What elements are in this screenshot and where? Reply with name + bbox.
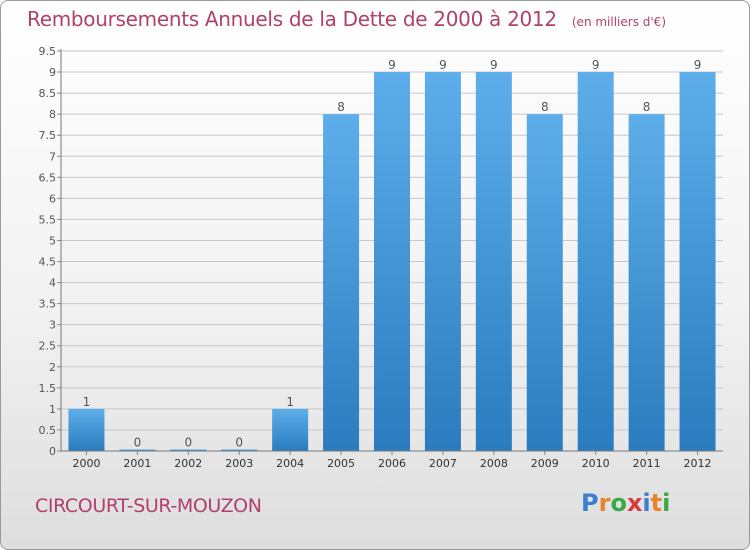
y-tick-label: 0 [49, 445, 56, 458]
x-tick-label: 2003 [225, 457, 253, 470]
bar-value-label: 1 [83, 395, 91, 409]
y-tick-label: 7.5 [39, 129, 57, 142]
y-tick-label: 1 [49, 403, 56, 416]
title-row: Remboursements Annuels de la Dette de 20… [27, 7, 666, 31]
y-tick-label: 0.5 [39, 424, 57, 437]
bar-value-label: 9 [439, 58, 447, 72]
bar-value-label: 1 [286, 395, 294, 409]
x-tick-label: 2000 [72, 457, 100, 470]
place-name: CIRCOURT-SUR-MOUZON [35, 495, 262, 517]
x-tick-label: 2009 [531, 457, 559, 470]
bar-value-label: 9 [592, 58, 600, 72]
y-tick-label: 7 [49, 150, 56, 163]
bar-value-label: 0 [134, 436, 142, 450]
y-tick-label: 6.5 [39, 171, 57, 184]
bars [68, 72, 716, 451]
logo-letter: x [626, 489, 643, 517]
bar-value-label: 9 [694, 58, 702, 72]
bar [272, 408, 309, 451]
bar-value-label: 8 [643, 100, 651, 114]
y-tick-label: 4 [49, 277, 56, 290]
bar [323, 114, 360, 451]
x-tick-label: 2005 [327, 457, 355, 470]
bar [577, 72, 614, 451]
y-tick-label: 5.5 [39, 213, 57, 226]
bar-value-label: 8 [337, 100, 345, 114]
bar [170, 449, 207, 451]
logo-letter: t [650, 489, 663, 517]
y-tick-label: 3 [49, 319, 56, 332]
x-tick-label: 2007 [429, 457, 457, 470]
bar [68, 408, 105, 451]
y-tick-label: 9 [49, 66, 56, 79]
bar [119, 449, 156, 451]
x-tick-label: 2012 [684, 457, 712, 470]
y-tick-label: 9.5 [39, 45, 57, 58]
x-tick-label: 2001 [123, 457, 151, 470]
bar [526, 114, 563, 451]
value-labels: 1 0 0 0 1 8 9 9 9 8 9 8 9 [83, 58, 702, 449]
bar-value-label: 9 [388, 58, 396, 72]
logo-letter: r [598, 489, 611, 517]
y-tick-label: 3.5 [39, 298, 57, 311]
y-tick-label: 2 [49, 361, 56, 374]
x-tick-label: 2002 [174, 457, 202, 470]
bar [679, 72, 716, 451]
bar [374, 72, 410, 451]
proxiti-logo: Proxiti [581, 489, 670, 517]
bar [424, 72, 461, 451]
bar-value-label: 8 [541, 100, 549, 114]
y-axis-ticks: 0 0.5 1 1.5 2 2.5 3 3.5 4 4.5 5 5.5 6 6.5 7 7.5 8 8.5 9 9.5 [39, 45, 61, 458]
x-axis-ticks: 2000 2001 2002 2003 2004 2005 2006 2007 2008 2009… [72, 451, 712, 470]
x-tick-label: 2004 [276, 457, 304, 470]
y-tick-label: 6 [49, 192, 56, 205]
x-tick-label: 2006 [378, 457, 406, 470]
bar-value-label: 0 [235, 436, 243, 450]
bar [628, 114, 665, 451]
logo-letter: i [642, 489, 651, 517]
y-tick-label: 5 [49, 234, 56, 247]
y-tick-label: 8.5 [39, 87, 57, 100]
axes [60, 49, 723, 452]
bar [475, 72, 512, 451]
y-tick-label: 2.5 [39, 340, 57, 353]
x-tick-label: 2010 [582, 457, 610, 470]
x-tick-label: 2008 [480, 457, 508, 470]
logo-letter: i [662, 489, 671, 517]
bar [221, 449, 258, 451]
chart-unit: (en milliers d'€) [571, 15, 666, 29]
x-tick-label: 2011 [633, 457, 661, 470]
y-tick-label: 4.5 [39, 256, 57, 269]
y-tick-label: 8 [49, 108, 56, 121]
logo-letter: P [581, 489, 599, 517]
bar-value-label: 9 [490, 58, 498, 72]
logo-letter: o [610, 489, 627, 517]
bar-value-label: 0 [184, 436, 192, 450]
chart-title: Remboursements Annuels de la Dette de 20… [27, 7, 557, 31]
y-tick-label: 1.5 [39, 382, 57, 395]
